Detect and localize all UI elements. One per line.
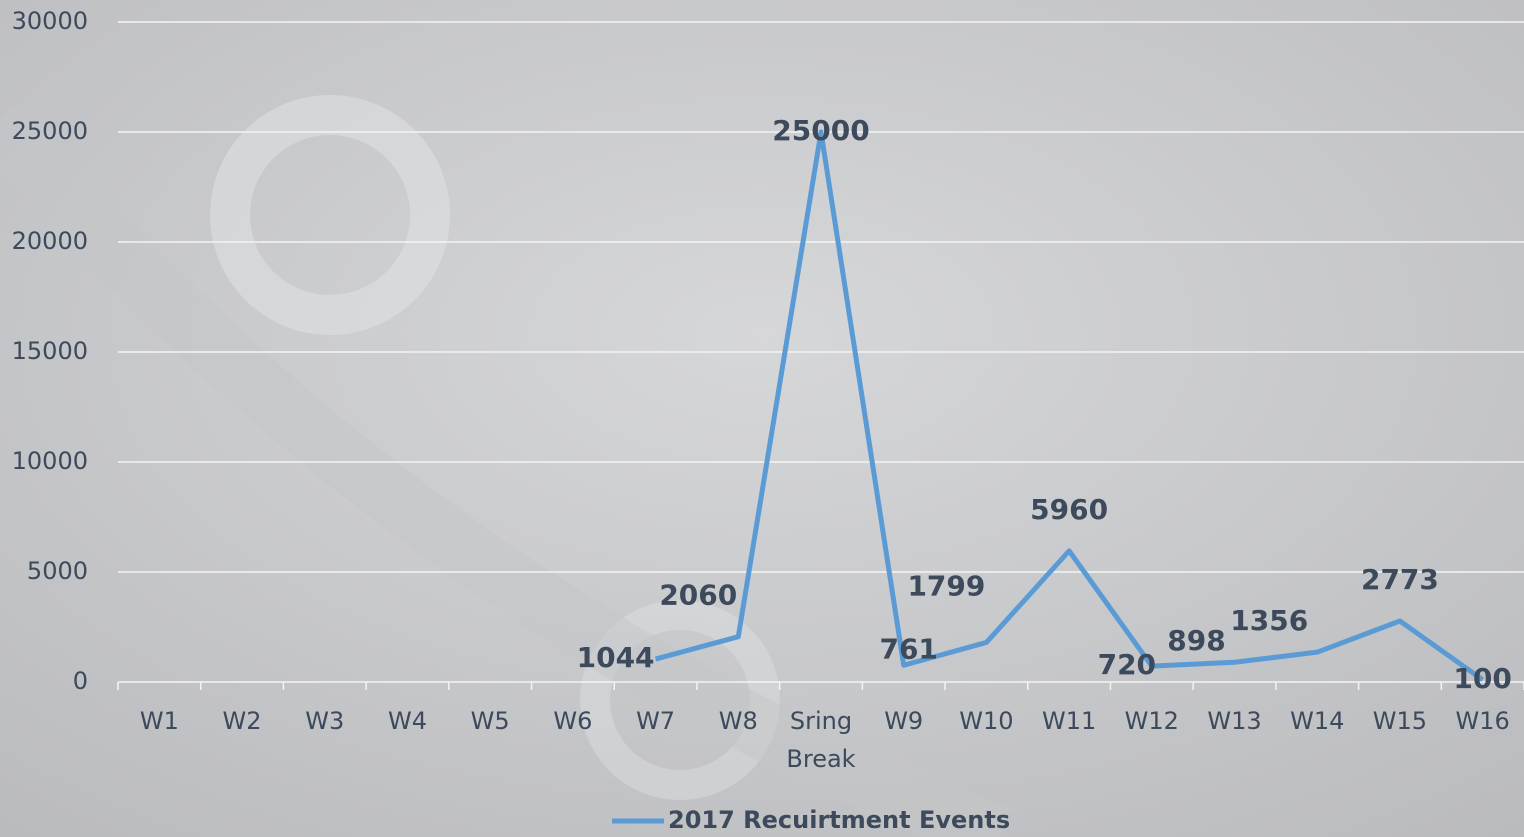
x-tick-label: W14 bbox=[1290, 707, 1344, 735]
y-tick-label: 15000 bbox=[12, 337, 88, 365]
x-tick-label: W11 bbox=[1042, 707, 1096, 735]
x-tick-label: W1 bbox=[140, 707, 179, 735]
x-tick-label: W3 bbox=[305, 707, 344, 735]
x-tick-label: W15 bbox=[1373, 707, 1427, 735]
data-label: 25000 bbox=[772, 114, 869, 147]
x-tick-label: W2 bbox=[223, 707, 262, 735]
data-label: 5960 bbox=[1030, 493, 1108, 526]
y-tick-label: 20000 bbox=[12, 227, 88, 255]
data-label: 1799 bbox=[907, 569, 985, 602]
x-tick-label: W8 bbox=[719, 707, 758, 735]
x-tick-label: W6 bbox=[553, 707, 592, 735]
data-label: 898 bbox=[1167, 624, 1225, 657]
y-tick-label: 0 bbox=[73, 667, 88, 695]
chart: 0 5000 10000 15000 20000 25000 30000 W1 W2 W3 W4 W5… bbox=[0, 0, 1524, 837]
x-tick-label: W13 bbox=[1207, 707, 1261, 735]
x-tick-label: W4 bbox=[388, 707, 427, 735]
data-label: 1356 bbox=[1230, 604, 1308, 637]
y-tick-label: 25000 bbox=[12, 117, 88, 145]
data-label: 1044 bbox=[577, 641, 655, 674]
y-tick-label: 30000 bbox=[12, 7, 88, 35]
y-tick-label: 10000 bbox=[12, 447, 88, 475]
x-tick-label: W9 bbox=[884, 707, 923, 735]
x-tick-label: W5 bbox=[471, 707, 510, 735]
x-tick-label: W7 bbox=[636, 707, 675, 735]
x-tick-label: W12 bbox=[1125, 707, 1179, 735]
y-tick-label: 5000 bbox=[27, 557, 88, 585]
data-label: 2773 bbox=[1361, 563, 1439, 596]
data-label: 100 bbox=[1453, 662, 1511, 695]
data-label: 2060 bbox=[659, 579, 737, 612]
data-label: 761 bbox=[879, 632, 937, 665]
legend-label: 2017 Recuirtment Events bbox=[668, 806, 1010, 834]
data-label: 720 bbox=[1098, 648, 1156, 681]
x-tick-label: W10 bbox=[959, 707, 1013, 735]
x-tick-label: W16 bbox=[1456, 707, 1510, 735]
